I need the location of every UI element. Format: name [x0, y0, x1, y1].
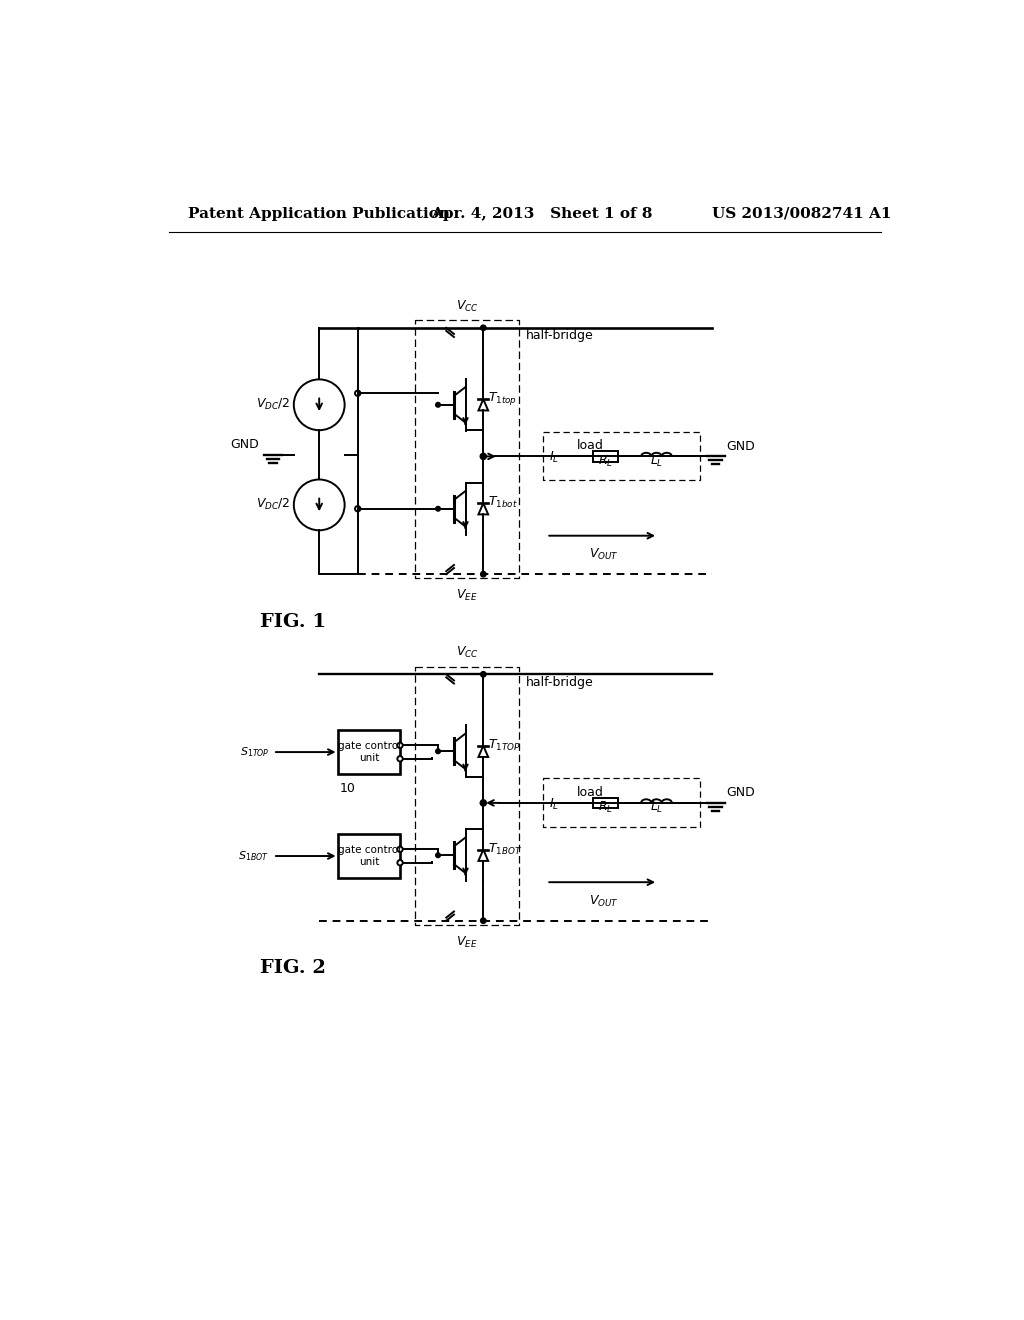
Circle shape — [480, 800, 486, 807]
Circle shape — [355, 506, 360, 511]
Text: $V_{DC}/2$: $V_{DC}/2$ — [256, 498, 290, 512]
Circle shape — [397, 861, 402, 866]
Circle shape — [355, 391, 360, 396]
Circle shape — [480, 917, 486, 924]
Polygon shape — [478, 746, 488, 756]
Text: US 2013/0082741 A1: US 2013/0082741 A1 — [712, 207, 892, 220]
Text: $T_{1BOT}$: $T_{1BOT}$ — [488, 842, 522, 857]
Circle shape — [397, 756, 402, 762]
Circle shape — [397, 846, 402, 851]
Text: $V_{EE}$: $V_{EE}$ — [457, 935, 478, 949]
Circle shape — [435, 853, 440, 858]
Bar — [593, 797, 617, 808]
Text: $S_{1BOT}$: $S_{1BOT}$ — [239, 849, 269, 863]
Circle shape — [397, 743, 402, 748]
Text: $V_{CC}$: $V_{CC}$ — [457, 645, 479, 660]
Circle shape — [435, 507, 440, 511]
Bar — [339, 730, 400, 775]
Bar — [339, 834, 400, 878]
Text: gate control: gate control — [338, 845, 400, 855]
Bar — [593, 451, 617, 462]
Text: $V_{DC}/2$: $V_{DC}/2$ — [256, 397, 290, 412]
Text: $I_L$: $I_L$ — [549, 450, 559, 466]
Text: load: load — [578, 785, 604, 799]
Text: GND: GND — [726, 440, 755, 453]
Text: GND: GND — [726, 785, 755, 799]
Text: load: load — [578, 440, 604, 453]
Text: half-bridge: half-bridge — [525, 330, 593, 342]
Text: Apr. 4, 2013   Sheet 1 of 8: Apr. 4, 2013 Sheet 1 of 8 — [431, 207, 652, 220]
Text: unit: unit — [359, 754, 380, 763]
Text: 10: 10 — [340, 781, 356, 795]
Text: $S_{1TOP}$: $S_{1TOP}$ — [240, 746, 269, 759]
Circle shape — [480, 672, 486, 677]
Polygon shape — [478, 399, 488, 411]
Text: $I_L$: $I_L$ — [549, 797, 559, 812]
Polygon shape — [478, 503, 488, 515]
Text: Patent Application Publication: Patent Application Publication — [188, 207, 451, 220]
Circle shape — [480, 325, 486, 330]
Text: half-bridge: half-bridge — [525, 676, 593, 689]
Circle shape — [480, 572, 486, 577]
Text: $V_{CC}$: $V_{CC}$ — [457, 298, 479, 314]
Text: $T_{1bot}$: $T_{1bot}$ — [488, 495, 518, 510]
Circle shape — [435, 403, 440, 407]
Text: $L_L$: $L_L$ — [650, 800, 664, 816]
Text: GND: GND — [230, 438, 259, 451]
Text: $R_L$: $R_L$ — [598, 454, 613, 469]
Text: $V_{EE}$: $V_{EE}$ — [457, 589, 478, 603]
Circle shape — [435, 748, 440, 754]
Text: FIG. 2: FIG. 2 — [260, 960, 326, 977]
Polygon shape — [478, 850, 488, 861]
Text: $R_L$: $R_L$ — [598, 800, 613, 816]
Text: FIG. 1: FIG. 1 — [260, 612, 326, 631]
Text: unit: unit — [359, 857, 380, 867]
Text: $V_{OUT}$: $V_{OUT}$ — [589, 894, 618, 909]
Text: $T_{1TOP}$: $T_{1TOP}$ — [488, 738, 521, 752]
Text: gate control: gate control — [338, 741, 400, 751]
Text: $V_{OUT}$: $V_{OUT}$ — [589, 548, 618, 562]
Circle shape — [480, 453, 486, 459]
Text: $T_{1top}$: $T_{1top}$ — [488, 391, 517, 407]
Text: $L_L$: $L_L$ — [650, 454, 664, 469]
